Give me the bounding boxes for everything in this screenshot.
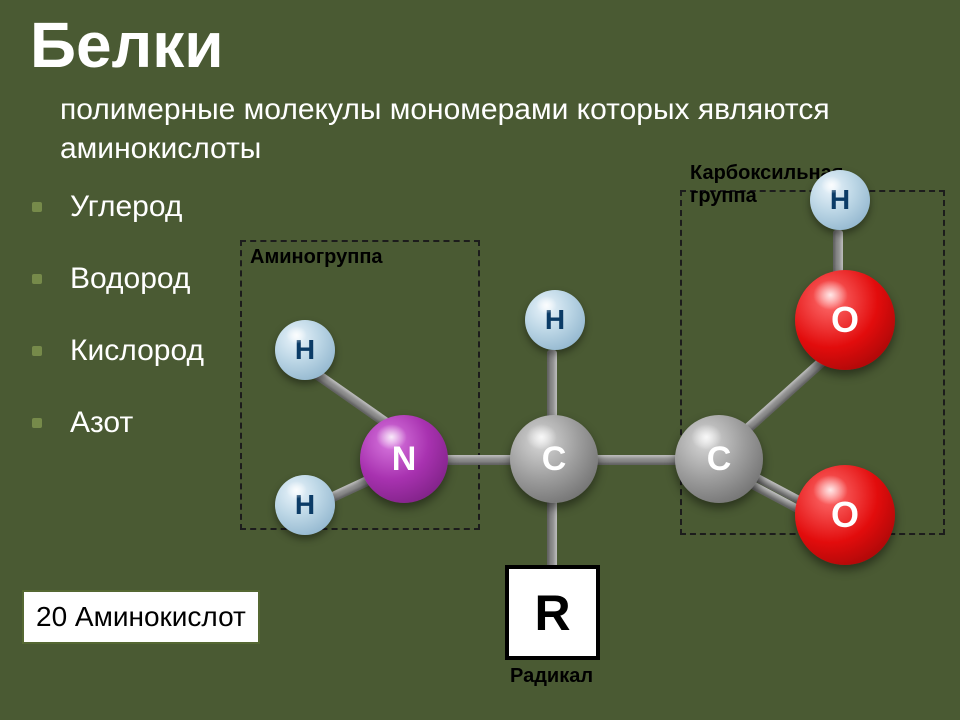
amino-group-label: Аминогруппа (250, 246, 383, 269)
atom-h: H (275, 320, 335, 380)
bullet-list: Углерод Водород Кислород Азот (60, 190, 204, 478)
atom-o: O (795, 465, 895, 565)
radical-label: Радикал (510, 665, 593, 688)
molecule-diagram: Аминогруппа Карбоксильная группа NHHCHCO… (230, 170, 950, 690)
subtitle: полимерные молекулы мономерами которых я… (60, 90, 960, 168)
page-title: Белки (30, 8, 224, 82)
atom-n: N (360, 415, 448, 503)
atom-c: C (510, 415, 598, 503)
atom-h: H (275, 475, 335, 535)
atom-h: H (810, 170, 870, 230)
atom-h: H (525, 290, 585, 350)
atom-o: O (795, 270, 895, 370)
bullet-item: Водород (60, 262, 204, 296)
radical-box: R (505, 565, 600, 660)
atom-c: C (675, 415, 763, 503)
bullet-item: Кислород (60, 334, 204, 368)
amino-acid-count-box: 20 Аминокислот (22, 590, 260, 644)
bullet-item: Углерод (60, 190, 204, 224)
bullet-item: Азот (60, 406, 204, 440)
